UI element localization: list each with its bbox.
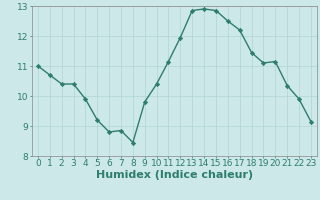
X-axis label: Humidex (Indice chaleur): Humidex (Indice chaleur): [96, 170, 253, 180]
